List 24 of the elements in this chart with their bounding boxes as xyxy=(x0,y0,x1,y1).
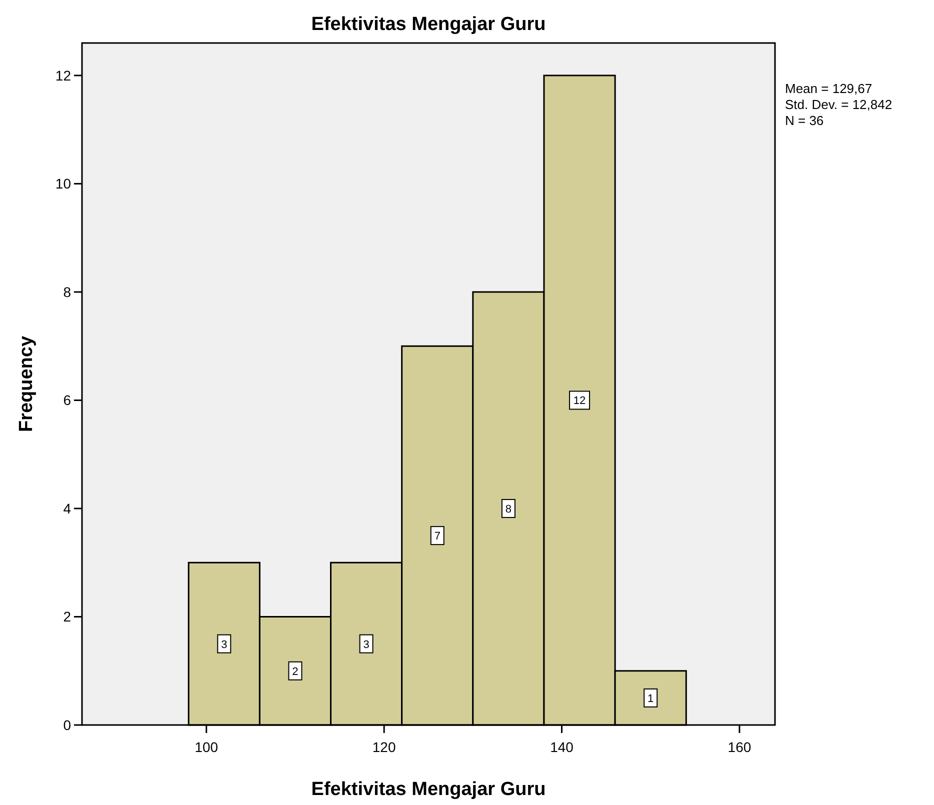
y-tick-label: 10 xyxy=(55,176,72,192)
data-label: 12 xyxy=(573,395,586,408)
data-label: 8 xyxy=(505,503,512,516)
text: Mean = 129,67 xyxy=(785,81,872,96)
x-tick-label: 120 xyxy=(372,739,396,755)
text: N = 36 xyxy=(785,113,824,128)
chart-title: Efektivitas Mengajar Guru xyxy=(311,14,546,35)
x-tick-label: 140 xyxy=(550,739,574,755)
data-label: 3 xyxy=(221,638,228,651)
x-tick-label: 160 xyxy=(728,739,752,755)
data-label: 2 xyxy=(292,666,298,678)
x-tick-label: 100 xyxy=(194,739,218,755)
y-tick-label: 2 xyxy=(63,608,72,625)
data-label: 3 xyxy=(363,638,370,651)
y-tick-label: 4 xyxy=(63,500,72,516)
y-tick-label: 0 xyxy=(63,717,72,733)
y-tick-label: 12 xyxy=(55,67,72,84)
y-tick-label: 6 xyxy=(63,392,72,408)
text: Std. Dev. = 12,842 xyxy=(785,97,892,112)
data-label: 1 xyxy=(648,692,654,705)
y-axis-title: Frequency xyxy=(16,336,37,432)
y-tick-label: 8 xyxy=(63,284,72,300)
x-axis-title: Efektivitas Mengajar Guru xyxy=(311,779,546,800)
data-label: 7 xyxy=(434,530,440,543)
